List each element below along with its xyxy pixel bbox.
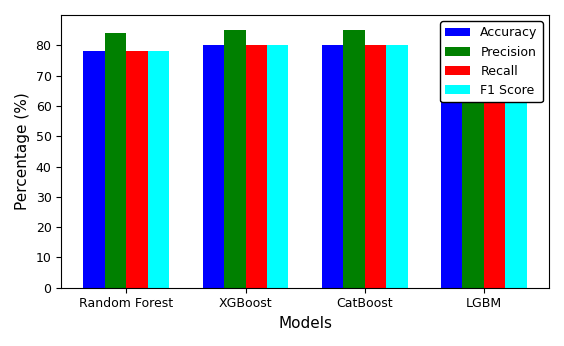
- Bar: [245, 45, 267, 288]
- Y-axis label: Percentage (%): Percentage (%): [15, 92, 30, 210]
- Bar: [386, 45, 408, 288]
- Bar: [343, 30, 365, 288]
- Bar: [365, 45, 386, 288]
- Bar: [126, 51, 148, 288]
- Bar: [462, 33, 484, 288]
- Bar: [322, 45, 343, 288]
- Bar: [505, 51, 527, 288]
- Bar: [105, 33, 126, 288]
- Bar: [441, 51, 462, 288]
- Bar: [484, 51, 505, 288]
- X-axis label: Models: Models: [278, 316, 332, 331]
- Bar: [224, 30, 245, 288]
- Legend: Accuracy, Precision, Recall, F1 Score: Accuracy, Precision, Recall, F1 Score: [440, 21, 543, 102]
- Bar: [267, 45, 288, 288]
- Bar: [83, 51, 105, 288]
- Bar: [202, 45, 224, 288]
- Bar: [148, 51, 169, 288]
